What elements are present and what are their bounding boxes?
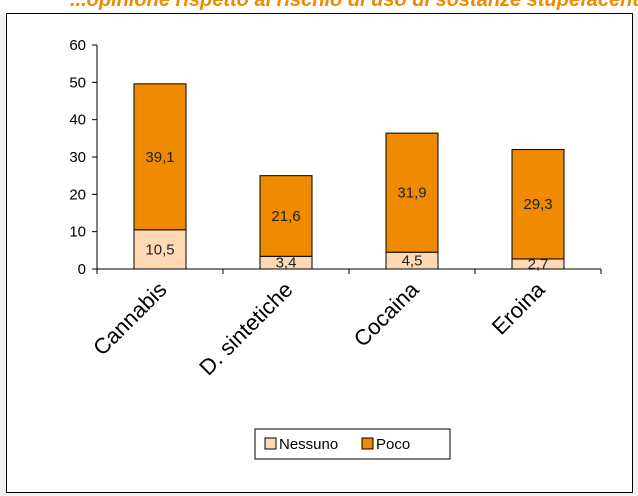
legend-label-nessuno: Nessuno	[279, 436, 338, 453]
data-label-poco-3: 29,3	[523, 196, 552, 213]
bar-poco-0	[133, 83, 187, 231]
data-label-poco-2: 31,9	[397, 185, 426, 202]
bar-poco-2	[385, 132, 439, 253]
category-label-1: D. sintetiche	[194, 277, 297, 380]
y-tick-label-6: 60	[69, 37, 86, 54]
y-tick-label-0: 0	[78, 261, 86, 278]
category-label-2: Cocaina	[349, 276, 424, 351]
legend-swatch-nessuno	[264, 437, 277, 450]
y-tick-label-1: 10	[69, 224, 86, 241]
data-label-poco-0: 39,1	[145, 149, 174, 166]
legend-swatch-poco	[361, 437, 374, 450]
data-label-nessuno-0: 10,5	[145, 241, 174, 258]
legend-label-poco: Poco	[376, 436, 410, 453]
bar-poco-3	[511, 149, 565, 260]
data-label-poco-1: 21,6	[271, 208, 300, 225]
y-tick-label-4: 40	[69, 112, 86, 129]
chart-title-strip: ...opinione rispetto al rischio di uso d…	[0, 0, 638, 14]
legend-box	[254, 428, 451, 460]
category-label-3: Eroina	[487, 276, 550, 339]
y-tick-label-2: 20	[69, 186, 86, 203]
bar-poco-1	[259, 175, 313, 257]
category-label-0: Cannabis	[88, 277, 171, 360]
y-tick-label-3: 30	[69, 149, 86, 166]
data-label-nessuno-1: 3,4	[276, 255, 297, 272]
data-label-nessuno-2: 4,5	[402, 253, 423, 270]
y-tick-label-5: 50	[69, 74, 86, 91]
chart-title: ...opinione rispetto al rischio di uso d…	[70, 0, 638, 11]
